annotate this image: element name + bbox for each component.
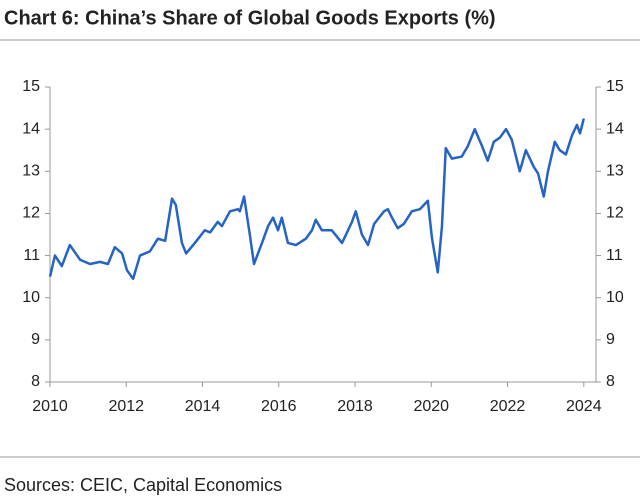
- y-tick-label: 8: [31, 373, 40, 390]
- y-tick-label: 11: [23, 247, 40, 264]
- y-tick-label: 12: [22, 205, 40, 222]
- x-tick-label: 2018: [337, 398, 373, 415]
- y-tick-label-right: 12: [606, 205, 624, 222]
- x-tick-label: 2012: [108, 398, 144, 415]
- y-tick-label-right: 8: [606, 373, 615, 390]
- y-tick-label: 15: [22, 78, 40, 95]
- chart-title: Chart 6: China’s Share of Global Goods E…: [4, 7, 496, 29]
- y-tick-label-right: 9: [606, 331, 615, 348]
- y-tick-label-right: 15: [606, 78, 624, 95]
- y-tick-label: 9: [31, 331, 40, 348]
- x-tick-label: 2022: [490, 398, 526, 415]
- y-tick-label: 14: [22, 120, 40, 137]
- y-tick-label-right: 11: [606, 247, 623, 264]
- x-tick-label: 2010: [32, 398, 68, 415]
- x-tick-label: 2020: [413, 398, 449, 415]
- y-tick-label-right: 13: [606, 163, 624, 180]
- source-note: Sources: CEIC, Capital Economics: [4, 475, 282, 495]
- x-tick-label: 2016: [261, 398, 297, 415]
- y-tick-label-right: 10: [606, 289, 624, 306]
- x-tick-label: 2024: [566, 398, 602, 415]
- y-tick-label-right: 14: [606, 120, 624, 137]
- x-tick-label: 2014: [185, 398, 221, 415]
- y-tick-label: 10: [22, 289, 40, 306]
- y-tick-label: 13: [22, 163, 40, 180]
- data-line: [48, 118, 586, 280]
